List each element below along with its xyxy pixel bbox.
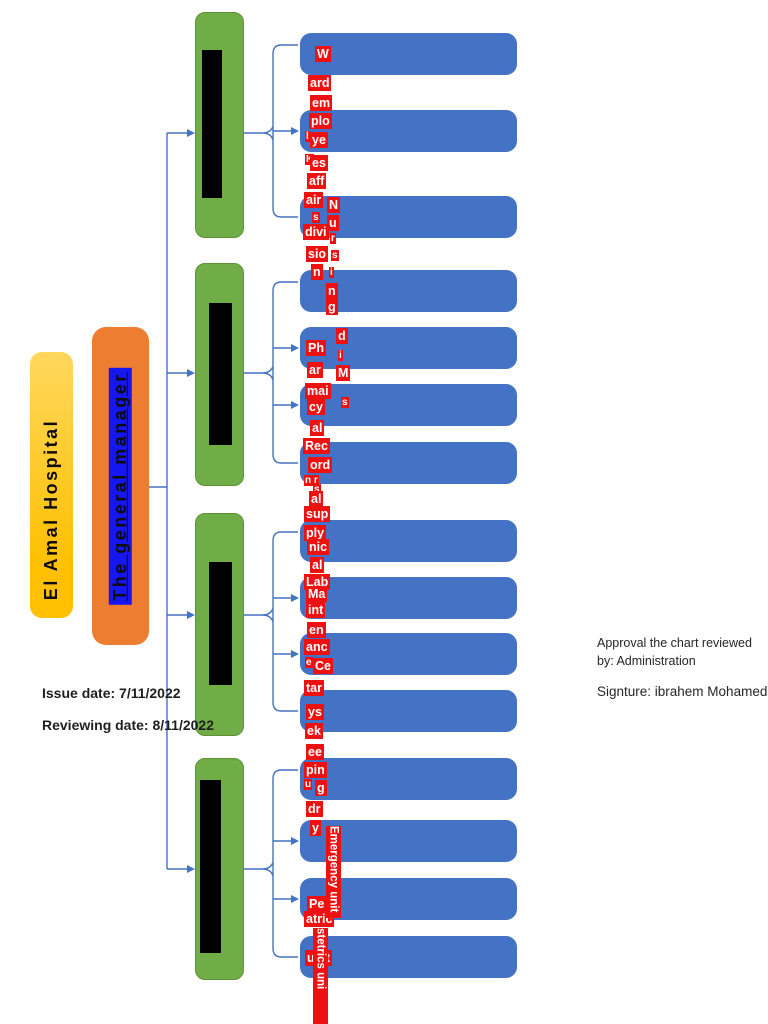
red-label-fragment: n <box>326 283 338 299</box>
red-label-emergency-unit: Emergency unit <box>326 826 341 918</box>
unit-box <box>300 577 517 619</box>
arrowhead <box>187 611 195 619</box>
red-label-fragment: cy <box>307 399 325 415</box>
hospital-box-label: El Amal Hospital <box>41 418 61 600</box>
red-label-fragment: Ph <box>306 340 326 356</box>
red-label-fragment: y <box>310 820 321 836</box>
approval-line-1: Approval the chart reviewed <box>597 636 752 650</box>
red-label-fragment: s <box>341 397 349 408</box>
red-label-fragment: en <box>307 622 326 638</box>
reviewing-date: Reviewing date: 8/11/2022 <box>42 717 214 733</box>
general-manager-label: The general manager <box>109 367 133 605</box>
red-label-fragment: sup <box>304 506 331 522</box>
red-label-fragment: sio <box>306 246 329 262</box>
arrowhead <box>291 594 299 602</box>
red-label-fragment: g <box>326 299 338 315</box>
red-label-fragment: g <box>315 780 327 796</box>
red-label-fragment: divi <box>303 224 329 240</box>
unit-box <box>300 758 517 800</box>
issue-date: Issue date: 7/11/2022 <box>42 685 181 701</box>
red-label-fragment: r <box>330 233 336 244</box>
approval-line-2: by: Administration <box>597 654 696 668</box>
unit-box <box>300 384 517 426</box>
red-label-fragment: air <box>304 192 324 208</box>
red-label-fragment: ek <box>305 723 323 739</box>
unit-box <box>300 442 517 484</box>
red-label-fragment: tar <box>304 680 324 696</box>
red-label-fragment: N <box>327 197 341 213</box>
red-label-fragment: al <box>310 420 325 436</box>
hospital-box: El Amal Hospital <box>30 352 73 618</box>
red-label-fragment: int <box>306 602 326 618</box>
red-label-fragment: ply <box>304 525 327 541</box>
red-label-fragment: Ma <box>306 586 328 602</box>
red-label-fragment: ys <box>306 704 324 720</box>
general-manager-box: The general manager <box>92 327 149 645</box>
red-label-fragment: anc <box>304 639 330 655</box>
unit-box <box>300 110 517 152</box>
red-label-fragment: Ce <box>313 658 333 674</box>
arrowhead <box>291 650 299 658</box>
red-label-obstetrics-unit: stetrics uni <box>313 928 328 1024</box>
red-label-fragment: ee <box>306 744 324 760</box>
red-label-fragment: K <box>305 154 315 165</box>
division-redaction-bar <box>202 50 222 198</box>
red-label-fragment: al <box>310 557 325 573</box>
red-label-fragment: W <box>315 46 331 62</box>
red-label-fragment: i <box>329 267 334 278</box>
red-label-fragment: aff <box>307 173 327 189</box>
division-redaction-bar <box>200 780 221 953</box>
unit-box <box>300 520 517 562</box>
red-label-fragment: Pe <box>307 896 327 912</box>
division-redaction-bar <box>209 562 232 685</box>
red-label-fragment: e <box>305 657 313 668</box>
arrowhead <box>291 895 299 903</box>
red-label-fragment: ard <box>308 75 332 91</box>
red-label-fragment: mai <box>305 383 331 399</box>
red-label-fragment: s <box>312 212 320 223</box>
red-label-fragment: al <box>309 491 324 507</box>
unit-box <box>300 327 517 369</box>
division-redaction-bar <box>209 303 232 445</box>
red-label-fragment: pin <box>304 762 327 778</box>
red-label-fragment: nic <box>307 539 330 555</box>
red-label-fragment: l <box>305 131 310 142</box>
red-label-fragment: d <box>336 328 348 344</box>
red-label-fragment: s <box>331 250 339 261</box>
arrowhead <box>187 865 195 873</box>
arrowhead <box>291 344 299 352</box>
unit-box <box>300 936 517 978</box>
red-label-fragment: n r <box>304 475 319 486</box>
arrowhead <box>187 129 195 137</box>
arrowhead <box>187 369 195 377</box>
unit-box <box>300 33 517 75</box>
unit-box <box>300 690 517 732</box>
red-label-fragment: dr <box>306 801 323 817</box>
red-label-fragment: ye <box>310 132 328 148</box>
red-label-fragment: es <box>310 155 328 171</box>
red-label-fragment: n <box>311 264 323 280</box>
arrowhead <box>291 127 299 135</box>
red-label-fragment: Rec <box>303 438 330 454</box>
red-label-fragment: ord <box>308 457 333 473</box>
signature-line: Signture: ibrahem Mohamed <box>597 684 768 699</box>
red-label-fragment: plo <box>309 113 332 129</box>
arrowhead <box>291 837 299 845</box>
approval-note: Approval the chart reviewed by: Administ… <box>597 634 767 701</box>
red-label-fragment: u <box>327 215 339 231</box>
red-label-fragment: em <box>310 95 333 111</box>
red-label-fragment: u <box>304 779 313 790</box>
red-label-fragment: M <box>336 365 351 381</box>
red-label-fragment: i <box>338 350 343 361</box>
red-label-fragment: s <box>313 484 321 495</box>
arrowhead <box>291 401 299 409</box>
unit-box <box>300 633 517 675</box>
red-label-fragment: ar <box>307 362 323 378</box>
date-block: Issue date: 7/11/2022 Reviewing date: 8/… <box>42 685 214 749</box>
